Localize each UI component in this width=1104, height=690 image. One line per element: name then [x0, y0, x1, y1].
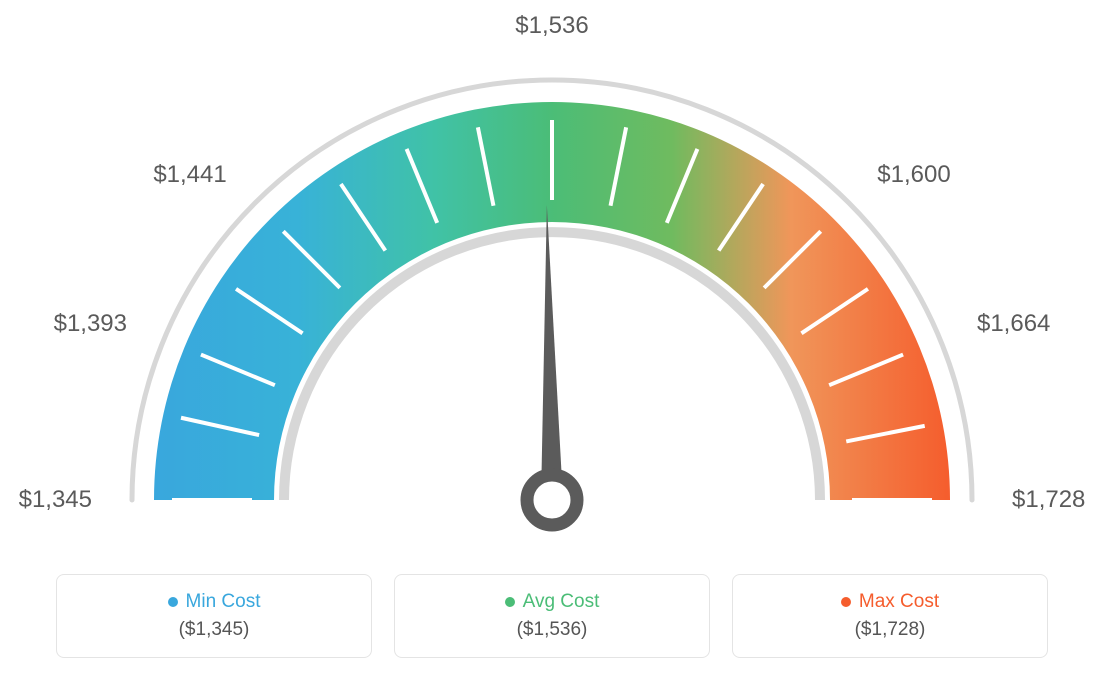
gauge-tick-label: $1,664 [977, 310, 1050, 338]
legend-card: Avg Cost ($1,536) [394, 574, 710, 658]
gauge-tick-label: $1,600 [877, 161, 950, 189]
gauge-tick-label: $1,536 [515, 12, 588, 40]
legend-title: Min Cost [186, 591, 261, 613]
gauge-svg [12, 55, 1092, 615]
legend-dot-icon [841, 597, 851, 607]
legend-title-row: Max Cost [841, 591, 939, 613]
legend-title-row: Avg Cost [505, 591, 600, 613]
legend-value: ($1,345) [179, 619, 250, 641]
gauge-tick-label: $1,345 [19, 486, 92, 514]
legend-dot-icon [168, 597, 178, 607]
legend-card: Min Cost ($1,345) [56, 574, 372, 658]
legend-value: ($1,728) [855, 619, 926, 641]
legend-title: Avg Cost [523, 591, 600, 613]
legend-row: Min Cost ($1,345) Avg Cost ($1,536) Max Cost… [56, 574, 1048, 658]
gauge-tick-label: $1,728 [1012, 486, 1085, 514]
gauge-tick-label: $1,393 [54, 310, 127, 338]
legend-card: Max Cost ($1,728) [732, 574, 1048, 658]
legend-title-row: Min Cost [168, 591, 261, 613]
legend-value: ($1,536) [517, 619, 588, 641]
gauge-tick-label: $1,441 [153, 161, 226, 189]
legend-dot-icon [505, 597, 515, 607]
gauge-chart: $1,345 $1,393 $1,441 $1,536 $1,600 $1,664 $1,7… [0, 0, 1104, 560]
legend-title: Max Cost [859, 591, 939, 613]
